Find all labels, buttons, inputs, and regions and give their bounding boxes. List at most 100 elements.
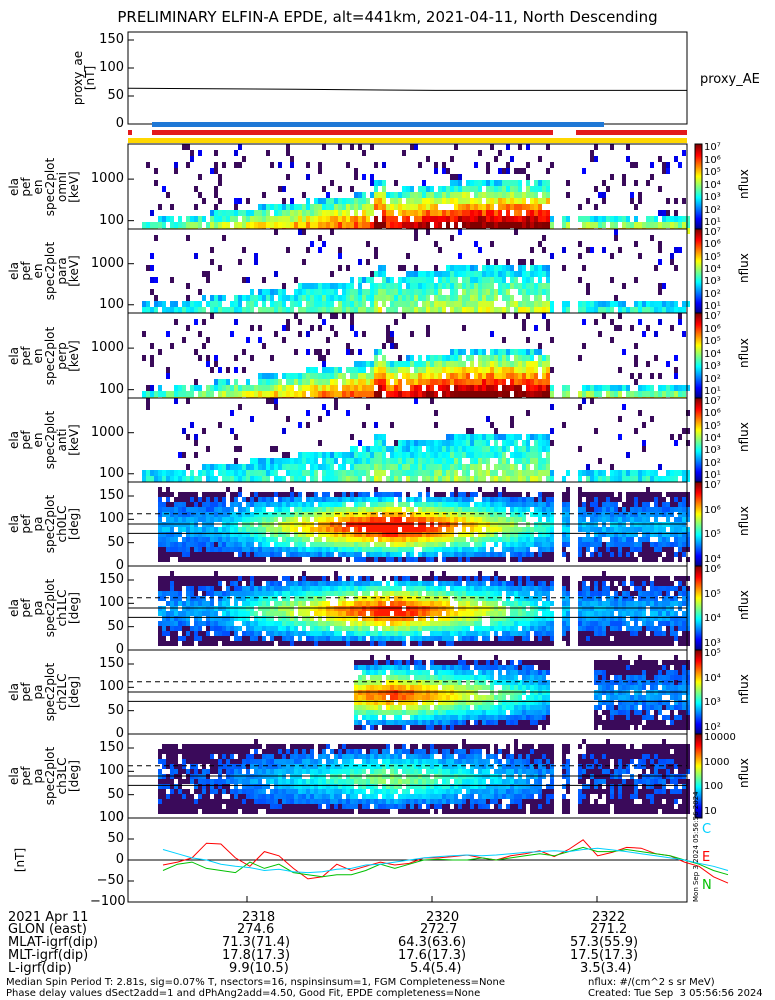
spectrogram-cell <box>562 385 566 391</box>
spectrogram-cell <box>622 307 626 313</box>
spectrogram-cell <box>182 337 186 343</box>
spectrogram-cell <box>486 470 490 476</box>
spectrogram-cell <box>234 581 238 586</box>
spectrogram-cell <box>382 367 386 373</box>
spectrogram-cell <box>546 307 550 313</box>
spectrogram-cell <box>530 204 534 210</box>
spectrogram-cell <box>606 507 610 512</box>
spectrogram-cell <box>486 557 490 562</box>
spectrogram-cell <box>522 301 526 307</box>
spectrogram-cell <box>334 470 338 476</box>
spectrogram-cell <box>182 611 186 616</box>
spectrogram-cell <box>290 379 294 385</box>
spectrogram-cell <box>678 247 682 253</box>
spectrogram-cell <box>214 295 218 301</box>
spectrogram-cell <box>586 542 590 547</box>
spectrogram-cell <box>222 547 226 552</box>
spectrogram-cell <box>458 492 462 497</box>
spectrogram-cell <box>190 517 194 522</box>
spectrogram-cell <box>398 458 402 464</box>
spectrogram-cell <box>258 532 262 537</box>
spectrogram-cell <box>670 532 674 537</box>
spectrogram-cell <box>542 391 546 397</box>
spectrogram-cell <box>466 198 470 204</box>
spectrogram-cell <box>550 532 554 537</box>
spectrogram-cell <box>546 301 550 307</box>
spectrogram-cell <box>634 527 638 532</box>
spectrogram-cell <box>594 557 598 562</box>
spectrogram-cell <box>186 476 190 482</box>
spectrogram-cell <box>194 502 198 507</box>
spectrogram-cell <box>270 295 274 301</box>
spectrogram-cell <box>190 156 194 162</box>
spectrogram-cell <box>290 464 294 470</box>
spectrogram-cell <box>606 307 610 313</box>
spectrogram-cell <box>342 301 346 307</box>
spectrogram-cell <box>410 440 414 446</box>
spectrogram-cell <box>550 552 554 557</box>
spectrogram-cell <box>418 464 422 470</box>
spectrogram-cell <box>258 502 262 507</box>
spectrogram-cell <box>246 277 250 283</box>
spectrogram-cell <box>302 470 306 476</box>
spectrogram-cell <box>254 591 258 596</box>
spectrogram-cell <box>230 507 234 512</box>
spectrogram-cell <box>446 391 450 397</box>
spectrogram-cell <box>686 470 690 476</box>
spectrogram-cell <box>378 198 382 204</box>
spectrogram-cell <box>222 596 226 601</box>
spectrogram-cell <box>202 557 206 562</box>
spectrogram-cell <box>202 586 206 591</box>
spectrogram-cell <box>642 537 646 542</box>
spectrogram-cell <box>314 295 318 301</box>
spectrogram-cell <box>478 301 482 307</box>
spectrogram-cell <box>370 222 374 228</box>
spectrogram-cell <box>538 210 542 216</box>
spectrogram-cell <box>254 253 258 259</box>
spectrogram-cell <box>358 497 362 502</box>
spectrogram-cell <box>278 502 282 507</box>
spectrogram-cell <box>158 349 162 355</box>
spectrogram-cell <box>478 385 482 391</box>
spectrogram-cell <box>258 325 262 331</box>
spectrogram-cell <box>618 313 622 319</box>
spectrogram-cell <box>338 517 342 522</box>
spectrogram-cell <box>338 527 342 532</box>
spectrogram-cell <box>398 532 402 537</box>
spectrogram-cell <box>182 385 186 391</box>
spectrogram-cell <box>470 452 474 458</box>
spectrogram-cell <box>494 259 498 265</box>
spectrogram-cell <box>226 476 230 482</box>
spectrogram-cell <box>250 222 254 228</box>
spectrogram-cell <box>358 379 362 385</box>
spectrogram-cell <box>210 636 214 641</box>
spectrogram-cell <box>346 349 350 355</box>
spectrogram-cell <box>358 295 362 301</box>
spectrogram-cell <box>230 502 234 507</box>
spectrogram-cell <box>534 204 538 210</box>
spectrogram-cell <box>506 144 510 150</box>
spectrogram-cell <box>158 216 162 222</box>
spectrogram-cell <box>194 596 198 601</box>
spectrogram-cell <box>474 277 478 283</box>
spectrogram-cell <box>498 458 502 464</box>
spectrogram-cell <box>354 301 358 307</box>
spectrogram-cell <box>182 576 186 581</box>
spectrogram-cell <box>526 289 530 295</box>
spectrogram-cell <box>578 404 582 410</box>
spectrogram-cell <box>646 301 650 307</box>
spectrogram-cell <box>206 552 210 557</box>
spectrogram-cell <box>286 507 290 512</box>
spectrogram-cell <box>250 216 254 222</box>
spectrogram-cell <box>246 641 250 646</box>
spectrogram-cell <box>410 452 414 458</box>
spectrogram-cell <box>186 235 190 241</box>
spectrogram-cell <box>446 537 450 542</box>
spectrogram-cell <box>250 636 254 641</box>
spectrogram-cell <box>514 434 518 440</box>
spectrogram-cell <box>242 391 246 397</box>
spectrogram-cell <box>498 198 502 204</box>
spectrogram-cell <box>634 180 638 186</box>
spectrogram-cell <box>450 271 454 277</box>
spectrogram-cell <box>314 517 318 522</box>
